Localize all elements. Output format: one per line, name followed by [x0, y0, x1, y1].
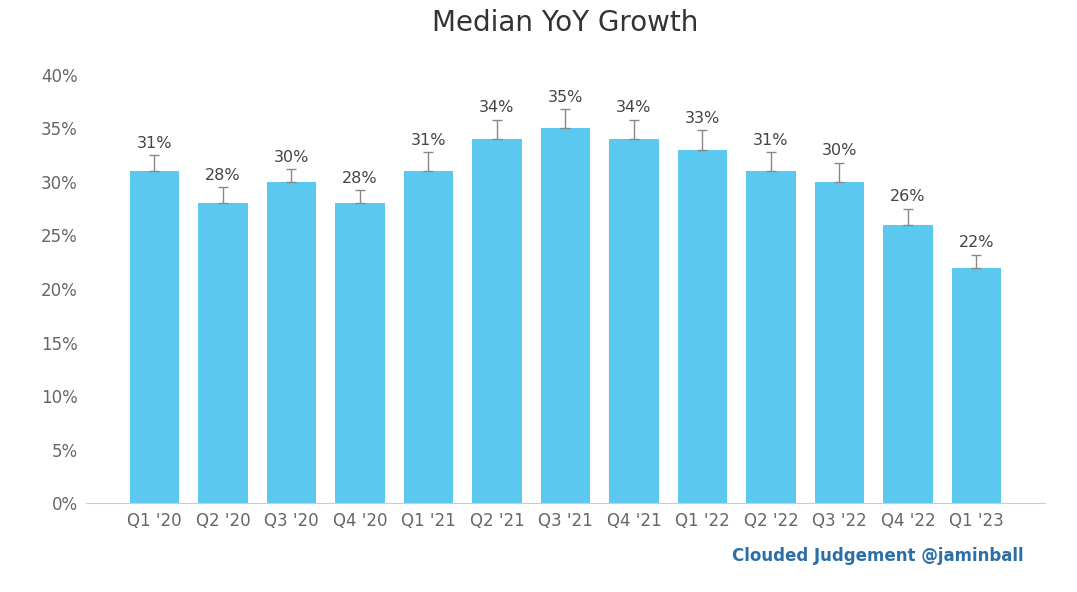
Text: 35%: 35%	[548, 90, 583, 105]
Text: 31%: 31%	[410, 133, 446, 147]
Bar	[815, 182, 864, 503]
Text: 28%: 28%	[205, 168, 241, 183]
Bar	[404, 171, 453, 503]
Bar	[610, 139, 659, 503]
Text: 31%: 31%	[137, 136, 172, 151]
Bar	[335, 203, 384, 503]
Text: 31%: 31%	[753, 133, 788, 147]
Text: 28%: 28%	[342, 171, 378, 186]
Bar	[472, 139, 521, 503]
Text: 22%: 22%	[959, 236, 994, 250]
Text: 30%: 30%	[274, 150, 309, 165]
Text: 30%: 30%	[822, 143, 857, 158]
Text: 33%: 33%	[685, 111, 721, 126]
Text: Clouded Judgement @jaminball: Clouded Judgement @jaminball	[731, 548, 1023, 565]
Bar	[677, 150, 727, 503]
Bar	[129, 171, 179, 503]
Text: 34%: 34%	[616, 101, 652, 115]
Bar	[952, 268, 1002, 503]
Bar	[267, 182, 316, 503]
Bar	[883, 225, 933, 503]
Text: 34%: 34%	[479, 101, 515, 115]
Bar	[746, 171, 796, 503]
Bar	[541, 128, 590, 503]
Title: Median YoY Growth: Median YoY Growth	[432, 9, 699, 37]
Bar	[198, 203, 248, 503]
Text: 26%: 26%	[891, 189, 926, 204]
